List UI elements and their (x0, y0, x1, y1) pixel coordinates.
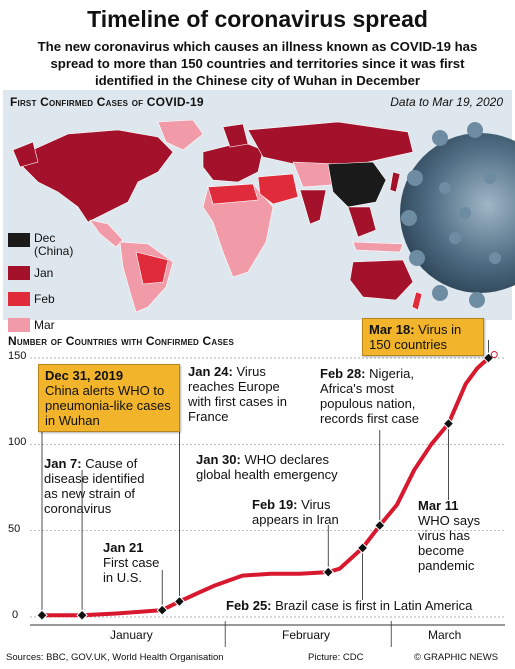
footer-picture: Picture: CDC (308, 652, 364, 663)
legend-swatch (8, 266, 30, 280)
legend-label: Dec (34, 231, 56, 245)
y-tick-label: 150 (8, 350, 27, 362)
callout-date: Jan 21 (103, 540, 144, 555)
callout-jan24: Jan 24: Virus reaches Europe with first … (188, 364, 296, 424)
callout-date: Dec 31, 2019 (45, 368, 124, 383)
callout-text: Virus reaches Europe with first cases in… (188, 364, 287, 424)
chart-heading: Number of Countries with Confirmed Cases (8, 334, 234, 348)
map-central-america (89, 219, 124, 248)
y-tick-label: 0 (12, 609, 19, 621)
callout-mar11: Mar 11 WHO says virus has become pandemi… (418, 498, 494, 573)
callout-date: Mar 18: (369, 322, 415, 337)
y-tick-label: 100 (8, 436, 27, 448)
map-alaska (12, 141, 39, 168)
callout-date: Jan 30: (196, 452, 241, 467)
callout-dec31: Dec 31, 2019 China alerts WHO to pneumon… (38, 364, 180, 432)
callout-text: Brazil case is first in Latin America (275, 598, 473, 613)
page-title: Timeline of coronavirus spread (87, 6, 428, 32)
callout-mar18: Mar 18: Virus in 150 countries (362, 318, 484, 356)
data-point-marker (76, 609, 88, 621)
series-line (42, 352, 496, 618)
callout-text: First case in U.S. (103, 555, 160, 585)
map-india (299, 189, 327, 225)
callout-jan21: Jan 21 First case in U.S. (103, 540, 167, 585)
legend-swatch (8, 318, 30, 332)
map-australia (349, 259, 414, 301)
data-point-marker (374, 519, 386, 532)
map-scandinavia (222, 123, 249, 148)
callout-text: WHO says virus has become pandemic (418, 513, 481, 573)
callout-date: Jan 7: (44, 456, 82, 471)
callout-text: Nigeria, Africa's most populous nation, … (320, 366, 419, 426)
map-southeast-asia (347, 206, 377, 238)
callout-text: Virus in 150 countries (369, 322, 462, 352)
callout-text: Virus appears in Iran (252, 497, 339, 527)
month-label: February (282, 628, 331, 642)
footer-sources: Sources: BBC, GOV.UK, World Health Organ… (6, 652, 224, 663)
data-point-marker (173, 595, 186, 608)
callout-date: Feb 25: (226, 598, 272, 613)
data-point-marker (442, 417, 455, 430)
map-brazil (135, 251, 169, 285)
date-note: Data to Mar 19, 2020 (390, 95, 503, 109)
map-indonesia (352, 241, 404, 253)
data-point-marker (322, 566, 334, 578)
map-north-africa (207, 183, 259, 205)
map-heading: First Confirmed Cases of COVID-19 (10, 95, 204, 109)
page-subtitle: The new coronavirus which causes an illn… (37, 39, 478, 88)
callout-jan7: Jan 7: Cause of disease identified as ne… (44, 456, 154, 516)
map-japan (389, 171, 401, 193)
series-end-point (490, 351, 498, 359)
data-point-marker (156, 604, 168, 616)
map-middle-east (257, 173, 299, 205)
y-tick-label: 50 (8, 523, 21, 535)
map-greenland (157, 119, 204, 151)
map-china (327, 161, 387, 208)
callout-feb28: Feb 28: Nigeria, Africa's most populous … (320, 366, 435, 426)
legend-swatch (8, 292, 30, 306)
legend-sublabel: (China) (34, 244, 74, 258)
world-map (12, 119, 423, 313)
callout-date: Mar 11 (418, 498, 459, 513)
legend-label: Feb (34, 292, 55, 306)
month-label: March (428, 628, 462, 642)
data-point-marker (36, 609, 48, 621)
callout-jan30: Jan 30: WHO declares global health emerg… (196, 452, 356, 482)
legend-swatch (8, 233, 30, 247)
callout-date: Feb 28: (320, 366, 366, 381)
callout-text: Cause of disease identified as new strai… (44, 456, 145, 516)
callout-feb25: Feb 25: Brazil case is first in Latin Am… (226, 598, 506, 613)
month-label: January (110, 628, 153, 642)
callout-date: Feb 19: (252, 497, 298, 512)
map-russia (247, 121, 414, 168)
map-north-america (22, 129, 174, 223)
legend-label: Jan (34, 266, 54, 280)
virus-illustration (400, 122, 515, 308)
footer-credit: © GRAPHIC NEWS (414, 652, 499, 663)
legend-label: Mar (34, 318, 55, 332)
callout-text: WHO declares global health emergency (196, 452, 338, 482)
map-new-zealand (411, 291, 423, 311)
data-point-marker (356, 542, 369, 554)
callout-feb19: Feb 19: Virus appears in Iran (252, 497, 352, 527)
callout-date: Jan 24: (188, 364, 233, 379)
callout-text: China alerts WHO to pneumonia-like cases… (45, 383, 171, 428)
